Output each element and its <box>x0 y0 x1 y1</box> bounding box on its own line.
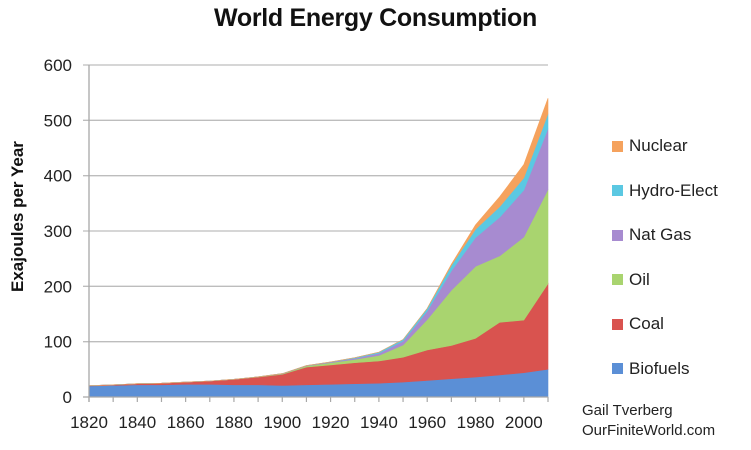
legend-item-oil: Oil <box>612 258 718 303</box>
legend: Nuclear Hydro-Elect Nat Gas Oil Coal Biofuels <box>612 124 718 391</box>
x-tick-label: 1900 <box>263 413 301 432</box>
legend-swatch <box>612 140 623 152</box>
x-tick-label: 1960 <box>408 413 446 432</box>
legend-item-nat-gas: Nat Gas <box>612 213 718 258</box>
legend-label: Nuclear <box>629 136 688 156</box>
legend-swatch <box>612 185 623 197</box>
axes: 0 100 200 300 400 500 600 1820 1840 1860 1880 1900 1… <box>44 56 549 432</box>
legend-swatch <box>612 229 623 241</box>
x-tick-label: 1820 <box>70 413 108 432</box>
legend-label: Nat Gas <box>629 225 692 245</box>
legend-item-nuclear: Nuclear <box>612 124 718 169</box>
x-tick-label: 1940 <box>360 413 398 432</box>
legend-item-biofuels: Biofuels <box>612 347 718 392</box>
legend-swatch <box>612 318 623 330</box>
x-tick-label: 2000 <box>505 413 543 432</box>
y-tick-label: 300 <box>44 222 72 241</box>
legend-item-coal: Coal <box>612 302 718 347</box>
area-nuclear <box>88 98 549 386</box>
x-tick-label: 1920 <box>312 413 350 432</box>
legend-item-hydro-elect: Hydro-Elect <box>612 169 718 214</box>
y-tick-label: 100 <box>44 333 72 352</box>
legend-label: Coal <box>629 314 664 334</box>
y-tick-label: 200 <box>44 277 72 296</box>
legend-swatch <box>612 274 623 286</box>
y-tick-label: 600 <box>44 56 72 75</box>
x-tick-label: 1880 <box>215 413 253 432</box>
x-tick-label: 1840 <box>118 413 156 432</box>
gridlines <box>83 64 548 343</box>
y-tick-label: 500 <box>44 111 72 130</box>
y-tick-label: 400 <box>44 167 72 186</box>
credit-author: Gail Tverberg <box>582 402 673 419</box>
x-tick-label: 1860 <box>167 413 205 432</box>
x-tick-label: 1980 <box>457 413 495 432</box>
chart-title: World Energy Consumption <box>214 4 537 32</box>
credit-site: OurFiniteWorld.com <box>582 422 716 439</box>
stacked-areas <box>88 98 549 398</box>
legend-label: Oil <box>629 269 650 289</box>
legend-swatch <box>612 363 623 375</box>
legend-label: Biofuels <box>629 358 690 378</box>
y-tick-label: 0 <box>63 388 72 407</box>
legend-label: Hydro-Elect <box>629 180 718 200</box>
credit: Gail Tverberg OurFiniteWorld.com <box>582 401 715 441</box>
